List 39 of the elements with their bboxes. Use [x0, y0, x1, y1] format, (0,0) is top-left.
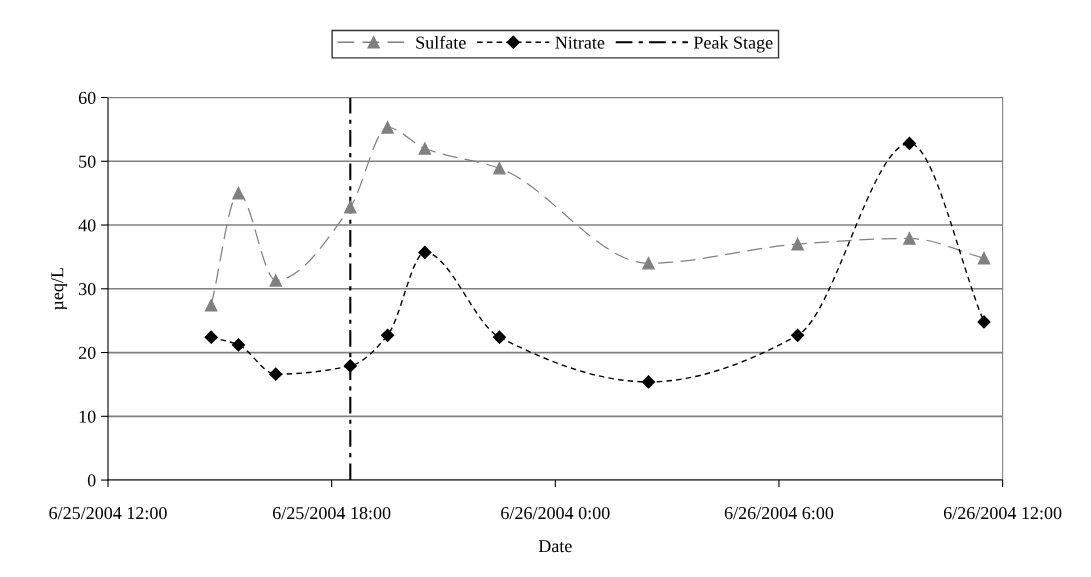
legend-label: Sulfate	[416, 35, 466, 49]
point	[791, 237, 804, 251]
point	[902, 136, 917, 151]
x-tick-label: 6/25/2004 12:00	[49, 506, 167, 520]
point	[381, 121, 394, 134]
y-axis-title: µeq/L	[51, 268, 68, 310]
y-tick-label: 20	[78, 346, 96, 359]
y-tick-label: 30	[79, 283, 96, 296]
y-tick-label: 10	[79, 410, 96, 423]
y-tick-label: 60	[78, 91, 96, 104]
x-tick-label: 6/26/2004 0:00	[501, 506, 610, 520]
legend-label: Nitrate	[555, 36, 605, 49]
x-tick-label: 6/26/2004 6:00	[724, 506, 834, 520]
point	[418, 142, 432, 155]
point	[380, 328, 395, 342]
legend-label: Peak Stage	[693, 36, 773, 53]
point	[418, 245, 432, 260]
point	[642, 257, 655, 270]
point	[344, 200, 357, 214]
point	[977, 315, 991, 329]
point	[343, 359, 357, 373]
point	[493, 162, 506, 175]
x-tick-label: 6/25/2004 18:00	[273, 506, 391, 520]
point	[232, 186, 245, 200]
point	[231, 338, 246, 352]
point	[204, 330, 218, 344]
point	[269, 274, 283, 287]
y-tick-label: 50	[79, 155, 96, 168]
y-tick-label: 40	[78, 219, 96, 232]
x-tick-label: 6/26/2004 12:00	[943, 506, 1062, 520]
point	[204, 299, 218, 312]
point	[269, 367, 283, 381]
point	[492, 330, 506, 344]
y-tick-label: 0	[87, 474, 96, 487]
point	[903, 232, 916, 245]
point	[641, 375, 656, 389]
point	[791, 328, 805, 342]
x-axis-title: Date	[538, 540, 572, 553]
point	[977, 251, 991, 265]
